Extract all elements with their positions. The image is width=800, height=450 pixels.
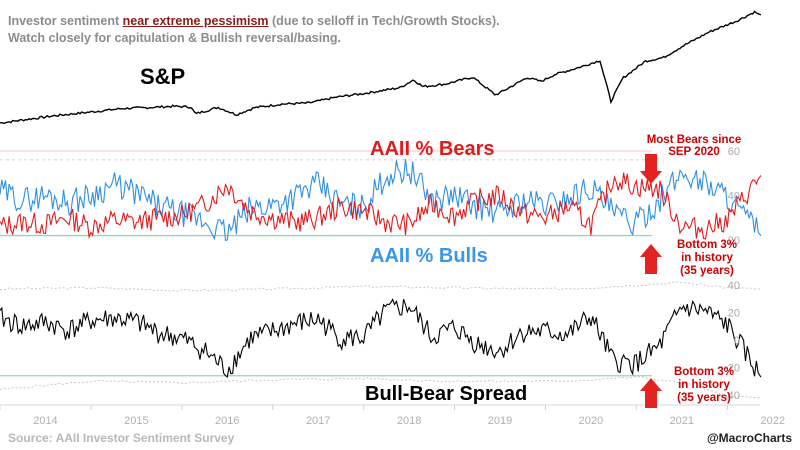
y-tick-label: 60 [728, 146, 740, 158]
arrow-shape [640, 244, 662, 274]
x-tick-label: 2021 [670, 415, 694, 427]
headline-line-2: Watch closely for capitulation & Bullish… [8, 31, 341, 45]
x-tick-label: 2015 [124, 415, 148, 427]
spread-lower-band [0, 376, 761, 399]
bulls-series-line [0, 158, 762, 242]
headline-line-1: Investor sentiment near extreme pessimis… [8, 13, 500, 30]
bulls-bottom-line-2: in history [681, 252, 733, 264]
spread-up-arrow [640, 378, 662, 408]
bulls-bottom-line-1: Bottom 3% [677, 239, 737, 251]
bears-title: AAII % Bears [370, 138, 495, 160]
sp-title: S&P [140, 64, 185, 89]
x-tick-label: 2016 [215, 415, 239, 427]
bears-bulls-y-ticks: 20 40 60 [728, 146, 740, 247]
sp-series-line [0, 10, 762, 125]
y-tick-label: 20 [728, 235, 740, 247]
y-tick-label: -40 [724, 390, 740, 402]
spread-upper-band [0, 281, 761, 292]
y-tick-label: 40 [728, 280, 740, 292]
headline-highlight: near extreme pessimism [122, 14, 269, 28]
spread-series-line [0, 298, 762, 378]
headline-prefix: Investor sentiment [8, 14, 123, 28]
spread-bottom-line-1: Bottom 3% [674, 366, 734, 378]
x-tick-label: 2018 [397, 415, 421, 427]
most-bears-line-1: Most Bears since [647, 134, 742, 146]
bulls-title: AAII % Bulls [370, 245, 488, 267]
spread-bottom-line-2: in history [678, 379, 730, 391]
y-tick-label: 40 [728, 191, 740, 203]
headline: Investor sentiment near extreme pessimis… [8, 13, 500, 47]
bulls-bottom-line-3: (35 years) [680, 265, 734, 277]
arrow-shape [640, 378, 662, 408]
bulls-up-arrow [640, 244, 662, 274]
spread-title: Bull-Bear Spread [365, 383, 527, 405]
source-note: Source: AAII Investor Sentiment Survey [8, 431, 235, 445]
headline-suffix: (due to selloff in Tech/Growth Stocks). [268, 14, 500, 28]
spread-bottom-line-3: (35 years) [677, 392, 731, 404]
bears-down-arrow [640, 154, 662, 184]
most-bears-line-2: SEP 2020 [668, 146, 720, 158]
y-tick-label: 20 [728, 308, 740, 320]
x-tick-label: 2017 [306, 415, 330, 427]
x-axis-ticks: 2014 2015 2016 2017 2018 2019 2020 2021 2022 [0, 405, 785, 427]
bears-series-line [0, 172, 762, 240]
author-handle: @MacroCharts [706, 431, 792, 445]
x-tick-label: 2020 [579, 415, 603, 427]
y-tick-label: 0 [734, 335, 740, 347]
x-tick-label: 2022 [760, 415, 784, 427]
arrow-shape [640, 154, 662, 184]
spread-y-ticks: 40 20 0 -20 -40 [724, 280, 740, 402]
x-tick-label: 2019 [488, 415, 512, 427]
y-tick-label: -20 [724, 363, 740, 375]
x-tick-label: 2014 [33, 415, 57, 427]
